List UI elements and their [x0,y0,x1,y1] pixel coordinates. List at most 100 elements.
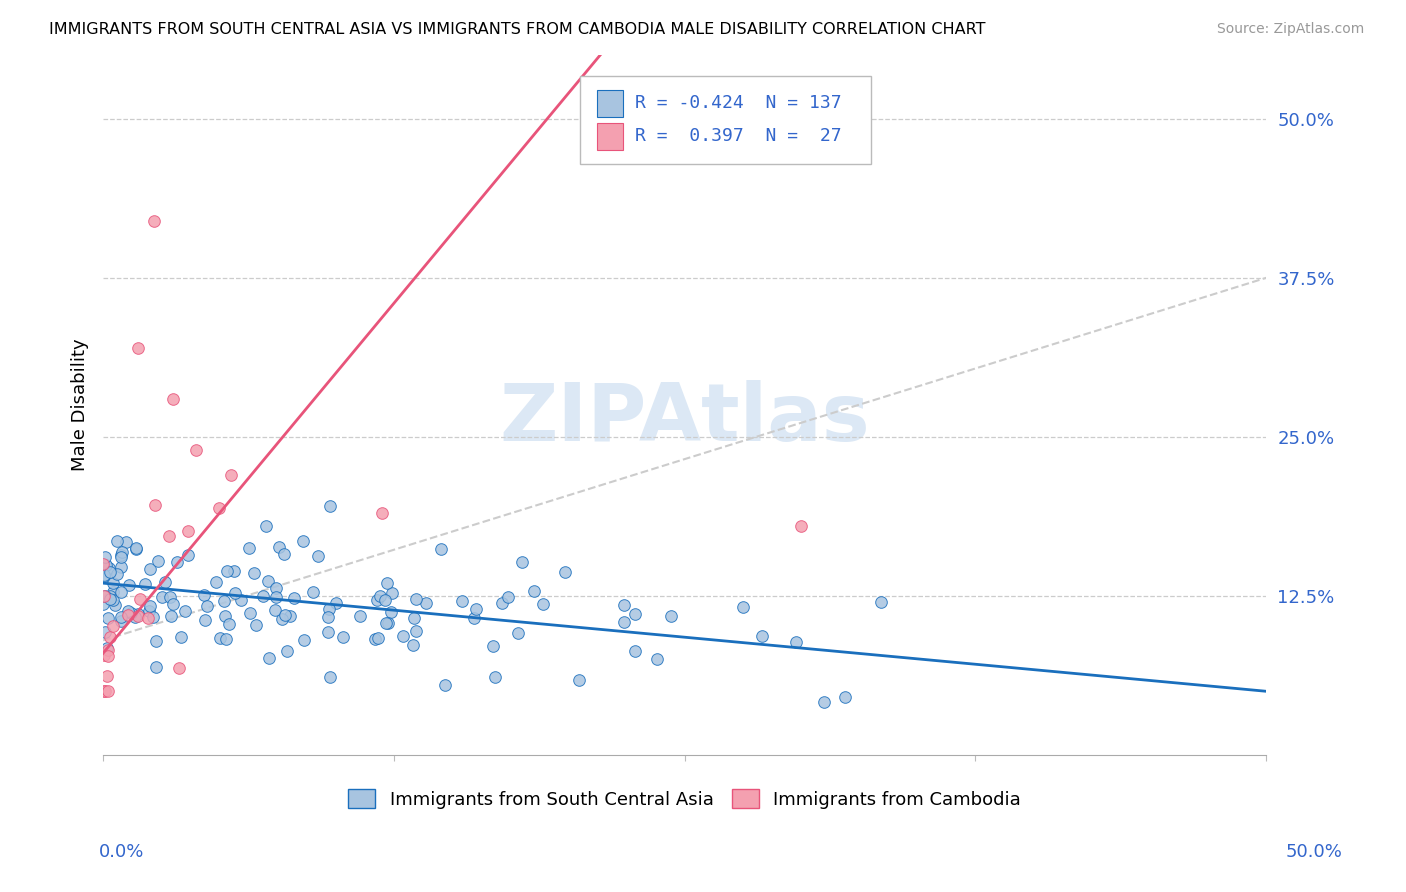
Point [105,534,128,549]
Point [813,695,835,709]
Point [162,392,184,406]
Point [252,590,274,604]
Point [93,568,115,582]
Point [491,596,513,610]
Point [245,617,267,632]
Point [371,506,394,520]
FancyBboxPatch shape [581,76,870,163]
Point [157,529,180,543]
Point [870,595,893,609]
Point [186,442,208,457]
Point [239,606,262,620]
Point [134,577,156,591]
Point [91,597,114,611]
Point [264,602,287,616]
Point [100,592,122,607]
Point [125,541,148,555]
Point [257,574,280,589]
Point [110,560,132,574]
Point [205,574,228,589]
Point [274,607,297,622]
Point [429,541,451,556]
Point [111,545,134,559]
Point [148,553,170,567]
Point [127,609,149,624]
Point [316,610,339,624]
Point [94,590,117,604]
Point [264,582,287,596]
Point [523,584,546,599]
Point [554,566,576,580]
Point [292,534,315,549]
Point [229,593,252,607]
Point [120,606,142,620]
Point [506,626,529,640]
Bar [598,123,623,150]
Point [174,605,197,619]
Point [218,616,240,631]
Point [219,468,242,483]
Text: 50.0%: 50.0% [1286,843,1343,861]
Point [105,566,128,581]
Point [380,586,402,600]
Point [380,605,402,619]
Point [94,624,117,639]
Point [404,611,426,625]
Point [215,632,238,646]
Point [139,599,162,613]
Point [125,542,148,557]
Point [368,590,391,604]
Point [128,591,150,606]
Point [391,629,413,643]
Point [790,519,813,533]
Point [318,624,340,639]
Text: R =  0.397  N =  27: R = 0.397 N = 27 [634,128,841,145]
Point [292,633,315,648]
Point [110,584,132,599]
Point [97,649,120,664]
Point [98,630,121,644]
Point [103,584,125,599]
Point [623,607,645,622]
Point [325,596,347,610]
Point [276,644,298,658]
Point [93,648,115,662]
Text: R = -0.424  N = 137: R = -0.424 N = 137 [634,95,841,112]
Point [785,635,807,649]
Point [166,555,188,569]
Point [273,547,295,561]
Point [91,557,114,571]
Point [96,669,118,683]
Point [645,652,668,666]
Point [349,608,371,623]
Point [145,659,167,673]
Point [257,651,280,665]
Point [110,610,132,624]
Point [170,631,193,645]
Point [531,597,554,611]
Bar [598,90,623,117]
Point [374,593,396,607]
Point [143,213,166,227]
Point [93,549,115,564]
Point [731,599,754,614]
Point [332,630,354,644]
Point [100,589,122,603]
Point [177,524,200,538]
Text: 0.0%: 0.0% [98,843,143,861]
Point [224,586,246,600]
Point [464,602,486,616]
Point [177,548,200,562]
Point [93,568,115,582]
Text: Source: ZipAtlas.com: Source: ZipAtlas.com [1216,22,1364,37]
Point [104,598,127,612]
Point [150,591,173,605]
Point [101,575,124,590]
Text: ZIPAtlas: ZIPAtlas [499,380,870,458]
Point [97,611,120,625]
Point [367,631,389,645]
Point [214,608,236,623]
Point [97,642,120,657]
Point [278,609,301,624]
Point [405,592,427,607]
